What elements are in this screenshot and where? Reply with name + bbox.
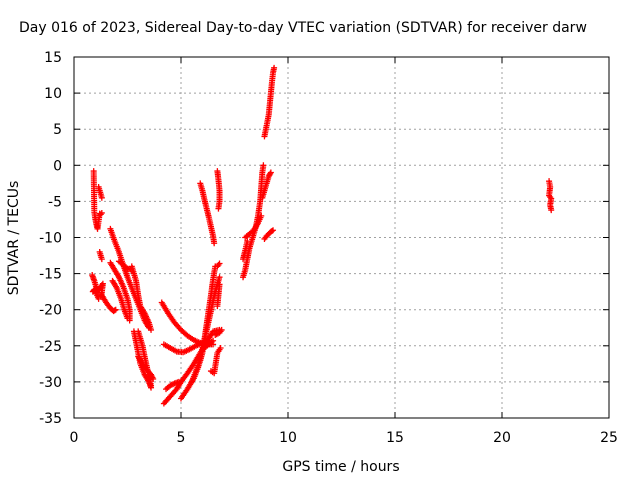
series-arc-23 [212, 326, 225, 338]
series-arc-3 [96, 248, 105, 263]
y-tick-label: 5 [53, 122, 62, 138]
data-point [270, 227, 277, 234]
x-tick-label: 20 [493, 430, 511, 446]
data-point [175, 378, 182, 385]
series-arc-9 [109, 277, 131, 322]
x-axis-title: GPS time / hours [282, 459, 399, 475]
data-point [111, 307, 118, 314]
series-arc-24 [214, 281, 223, 310]
data-point [271, 64, 278, 71]
x-tick-label: 15 [386, 430, 404, 446]
y-tick-label: -10 [39, 231, 62, 247]
data-point [216, 281, 223, 288]
data-point [244, 238, 251, 245]
y-tick-label: -20 [39, 303, 62, 319]
data-point [98, 256, 105, 263]
x-tick-label: 0 [70, 430, 79, 446]
y-axis-title: SDTVAR / TECUs [6, 181, 22, 296]
data-point [267, 169, 274, 176]
series-arc-14 [135, 328, 155, 389]
data-point [148, 326, 155, 333]
series-arc-11 [128, 263, 155, 333]
y-tick-label: 10 [44, 86, 62, 102]
y-tick-label: -25 [39, 339, 62, 355]
series-arc-1 [90, 168, 105, 232]
data-point [217, 344, 224, 351]
data-point [148, 382, 155, 389]
x-tick-labels: 0 5 10 15 20 25 [70, 430, 618, 446]
series-arc-31 [259, 169, 274, 201]
series-arc-21 [201, 337, 217, 351]
series-arc-33 [261, 64, 278, 140]
data-point [216, 260, 223, 267]
data-point [260, 162, 267, 169]
x-tick-label: 5 [177, 430, 186, 446]
series-arc-32 [261, 227, 277, 242]
series-arc-29 [240, 238, 251, 263]
axes [73, 56, 610, 419]
series-arc-30 [242, 212, 265, 241]
data-point [267, 170, 274, 177]
y-tick-label: -35 [39, 411, 62, 427]
y-tick-labels: -35 -30 -25 -20 -15 -10 -5 0 5 10 15 [39, 50, 62, 427]
data-point [95, 295, 102, 302]
data-point [98, 209, 105, 216]
data-point [98, 194, 105, 201]
series-arc-16 [163, 378, 182, 393]
series-arc-34 [546, 178, 555, 214]
x-tick-label: 10 [279, 430, 297, 446]
data-point [150, 376, 157, 383]
data-point [218, 326, 225, 333]
y-tick-label: 0 [53, 158, 62, 174]
data-point [258, 212, 265, 219]
series-arc-28 [240, 162, 267, 281]
series-arc-26 [197, 180, 218, 247]
series-arc-8 [107, 259, 133, 324]
y-tick-label: -5 [48, 194, 62, 210]
y-tick-label: 15 [44, 50, 62, 66]
data-point [211, 240, 218, 247]
y-tick-label: -30 [39, 375, 62, 391]
data-point [215, 205, 222, 212]
data-point [215, 261, 222, 268]
data-point [112, 306, 119, 313]
data-point [124, 315, 131, 322]
chart-title: Day 016 of 2023, Sidereal Day-to-day VTE… [19, 20, 587, 36]
grid-lines [74, 57, 609, 418]
series-arc-6 [98, 292, 119, 315]
data-markers [89, 64, 555, 407]
x-tick-label: 25 [600, 430, 618, 446]
series-arc-20 [160, 338, 210, 356]
y-tick-label: -15 [39, 267, 62, 283]
series-arc-22 [207, 344, 224, 377]
data-point [210, 337, 217, 344]
series-arc-2 [95, 183, 105, 201]
data-point [216, 274, 223, 281]
series-arc-25 [214, 260, 223, 270]
data-point [548, 207, 555, 214]
series-arc-27 [214, 168, 223, 212]
data-point [268, 228, 275, 235]
